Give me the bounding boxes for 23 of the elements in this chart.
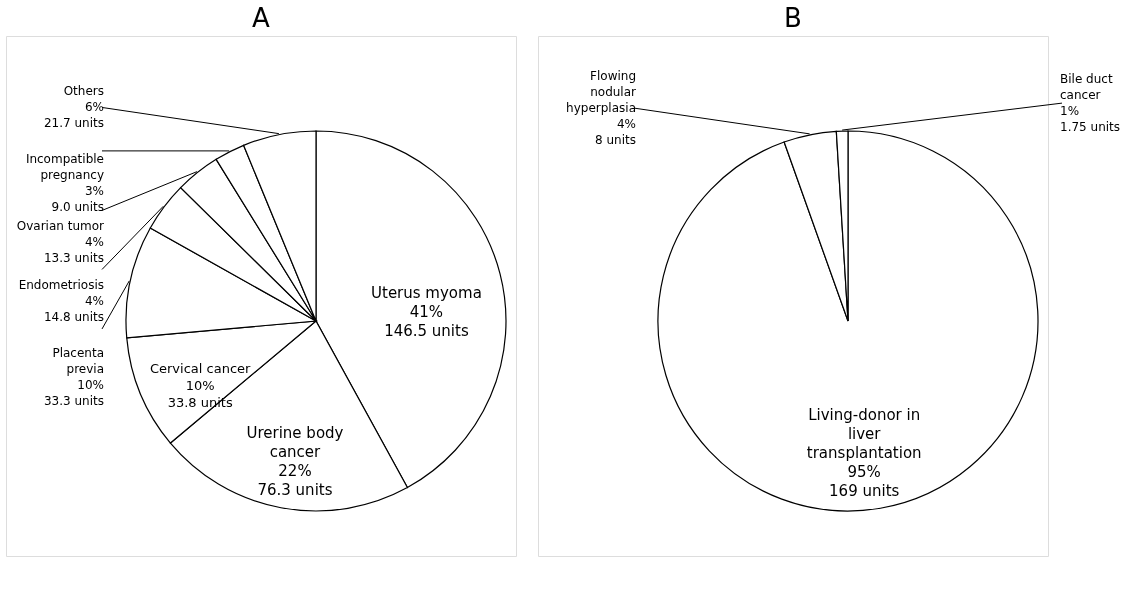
data-label: 41% 146.5 units (384, 302, 469, 340)
data-label: 95% 169 units (829, 462, 900, 500)
data-label: 3% 9.0 units (51, 183, 104, 214)
data-label: 4% 13.3 units (43, 235, 104, 266)
data-label: 10% 33.3 units (43, 377, 104, 408)
slice-label: Urerine body cancer (246, 424, 344, 462)
data-label: 1% 1.75 units (1060, 104, 1121, 135)
slice-label: Ovarian tumor (16, 219, 105, 234)
slice-label: Living-donor in liver transplantation (806, 405, 922, 462)
data-label: 6% 21.7 units (43, 100, 104, 131)
chart-title: B (784, 3, 802, 33)
data-label: 22% 76.3 units (257, 462, 333, 500)
data-label: 4% 14.8 units (43, 294, 104, 325)
slice-label: Flowing nodular hyperplasia (566, 69, 637, 116)
data-label: 4% 8 units (595, 117, 636, 148)
slice-label: Uterus myoma (371, 283, 482, 302)
slice-label: Placenta previa (52, 345, 104, 376)
slice-label: Cervical cancer (149, 361, 252, 377)
slice-label: Others (63, 84, 104, 99)
slice-label: Incompatible pregnancy (25, 151, 104, 182)
slice-label: Endometriosis (18, 278, 104, 293)
chart-title: A (252, 3, 271, 33)
slice-label: Bile duct cancer (1060, 72, 1113, 103)
